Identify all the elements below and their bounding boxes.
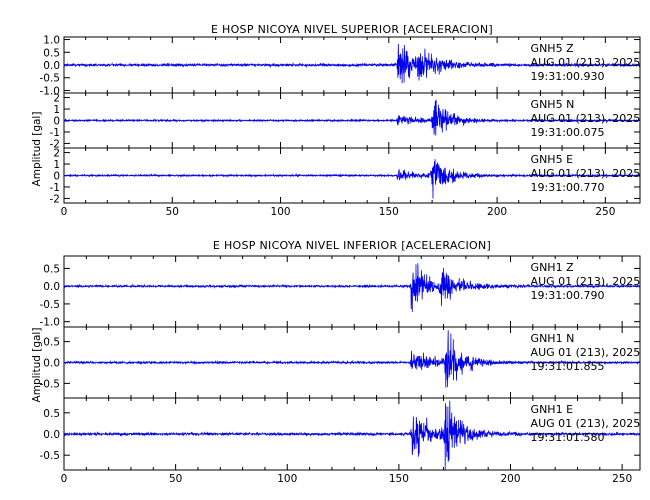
y-tick-label: 0 xyxy=(53,171,60,183)
y-tick-label: 0 xyxy=(53,116,60,128)
y-tick-label: 0.0 xyxy=(43,429,60,441)
chart-title: E HOSP NICOYA NIVEL INFERIOR [ACELERACIO… xyxy=(213,239,491,252)
chart-panel-1: E HOSP NICOYA NIVEL SUPERIOR [ACELERACIO… xyxy=(31,23,641,218)
y-tick-label: -0.5 xyxy=(40,73,61,85)
y-tick-label: 0.5 xyxy=(43,408,60,420)
time-label: 19:31:01.855 xyxy=(531,360,605,373)
x-tick-label: 250 xyxy=(612,473,632,485)
chart-panel-2: E HOSP NICOYA NIVEL INFERIOR [ACELERACIO… xyxy=(31,239,641,485)
date-label: AUG 01 (213), 2025 xyxy=(531,417,641,430)
date-label: AUG 01 (213), 2025 xyxy=(531,56,641,69)
x-tick-label: 150 xyxy=(379,206,399,218)
y-axis-label: Amplitud [gal] xyxy=(31,112,43,187)
waveform-line xyxy=(63,400,640,471)
y-tick-label: -0.5 xyxy=(40,450,61,462)
y-tick-label: -1 xyxy=(50,127,60,139)
y-tick-label: 0.5 xyxy=(43,263,60,275)
y-tick-label: 0.0 xyxy=(43,358,60,370)
chart-title: E HOSP NICOYA NIVEL SUPERIOR [ACELERACIO… xyxy=(211,23,493,36)
time-label: 19:31:00.930 xyxy=(531,70,605,83)
waveform-line xyxy=(63,263,641,312)
waveform-line xyxy=(63,99,641,136)
date-label: AUG 01 (213), 2025 xyxy=(531,346,641,359)
x-tick-label: 100 xyxy=(277,473,297,485)
station-label: GNH5 Z xyxy=(531,42,575,55)
station-label: GNH1 Z xyxy=(531,261,575,274)
y-tick-label: 2 xyxy=(53,93,60,105)
y-tick-label: -0.5 xyxy=(40,299,61,311)
y-tick-label: -1.0 xyxy=(40,85,61,97)
x-tick-label: 50 xyxy=(166,206,179,218)
x-tick-label: 200 xyxy=(487,206,507,218)
y-tick-label: -0.5 xyxy=(40,378,61,390)
y-tick-label: 2 xyxy=(53,148,60,160)
station-label: GNH1 N xyxy=(531,332,575,345)
y-tick-label: 1 xyxy=(53,159,60,171)
x-tick-label: 150 xyxy=(389,473,409,485)
waveform-line xyxy=(63,159,640,199)
y-tick-label: 0.5 xyxy=(43,47,60,59)
y-tick-label: 0.0 xyxy=(43,60,60,72)
x-tick-label: 50 xyxy=(169,473,182,485)
time-label: 19:31:00.075 xyxy=(531,126,605,139)
station-label: GNH5 N xyxy=(531,98,575,111)
y-tick-label: 0.5 xyxy=(43,337,60,349)
date-label: AUG 01 (213), 2025 xyxy=(531,167,641,180)
time-label: 19:31:00.790 xyxy=(531,289,605,302)
waveform-line xyxy=(63,43,640,84)
y-tick-label: -1.0 xyxy=(40,317,61,329)
y-tick-label: 1.0 xyxy=(43,35,60,47)
x-tick-label: 100 xyxy=(271,206,291,218)
x-tick-label: 200 xyxy=(500,473,520,485)
y-tick-label: -1 xyxy=(50,182,60,194)
y-tick-label: 1 xyxy=(53,104,60,116)
waveform-line xyxy=(63,330,640,388)
y-tick-label: -2 xyxy=(50,138,60,150)
x-tick-label: 250 xyxy=(595,206,615,218)
station-label: GNH1 E xyxy=(531,403,574,416)
y-tick-label: 0.0 xyxy=(43,281,60,293)
date-label: AUG 01 (213), 2025 xyxy=(531,275,641,288)
time-label: 19:31:01.580 xyxy=(531,431,605,444)
time-label: 19:31:00.770 xyxy=(531,181,605,194)
x-tick-label: 0 xyxy=(61,206,68,218)
date-label: AUG 01 (213), 2025 xyxy=(531,112,641,125)
x-tick-label: 0 xyxy=(61,473,68,485)
y-tick-label: -2 xyxy=(50,193,60,205)
y-axis-label: Amplitud [gal] xyxy=(31,328,43,403)
station-label: GNH5 E xyxy=(531,153,574,166)
